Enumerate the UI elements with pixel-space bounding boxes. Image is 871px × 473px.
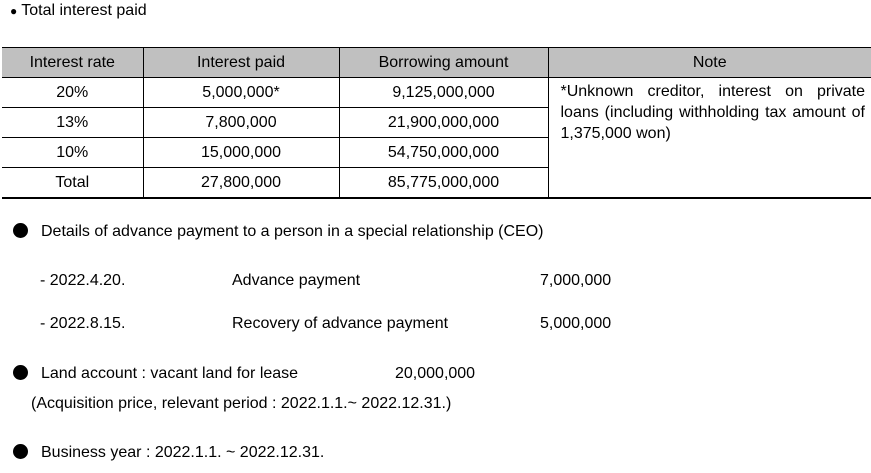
cell-paid: 27,800,000 [142, 167, 339, 199]
cell-rate: 13% [2, 107, 143, 138]
column-header-paid: Interest paid [142, 47, 339, 78]
bullet-icon [13, 223, 28, 238]
note-cell: *Unknown creditor, interest on private l… [547, 77, 871, 199]
bullet-icon [13, 365, 28, 380]
land-heading: Land account : vacant land for lease [13, 365, 298, 383]
advance-amount-2: 5,000,000 [540, 315, 612, 332]
cell-rate: Total [2, 167, 143, 199]
land-amount: 20,000,000 [395, 365, 476, 382]
advance-label-1: Advance payment [232, 272, 361, 289]
advance-date-1: - 2022.4.20. [40, 272, 126, 289]
interest-table: Interest rate Interest paid Borrowing am… [2, 47, 871, 199]
business-year-text: Business year : 2022.1.1. ~ 2022.12.31. [41, 444, 325, 461]
land-title: Land account : vacant land for lease [41, 365, 299, 382]
advance-label-2: Recovery of advance payment [232, 315, 449, 332]
section-title-interest: ● Total interest paid [10, 2, 147, 20]
cell-paid: 15,000,000 [142, 137, 339, 168]
table-header-row: Interest rate Interest paid Borrowing am… [2, 47, 871, 78]
table-row: 10% 15,000,000 54,750,000,000 [2, 137, 871, 168]
cell-amount: 85,775,000,000 [338, 167, 548, 199]
advance-heading: Details of advance payment to a person i… [13, 223, 543, 241]
column-header-amount: Borrowing amount [338, 47, 548, 78]
table-row-total: Total 27,800,000 85,775,000,000 [2, 167, 871, 199]
cell-rate: 10% [2, 137, 143, 168]
cell-paid: 7,800,000 [142, 107, 339, 138]
cell-rate: 20% [56, 83, 89, 101]
cell-paid: 5,000,000* [142, 77, 339, 108]
table-row: 13% 7,800,000 21,900,000,000 [2, 107, 871, 138]
cell-amount: 9,125,000,000 [338, 77, 548, 108]
cell-amount: 21,900,000,000 [338, 107, 548, 138]
bullet-icon: ● [10, 4, 18, 18]
land-detail: (Acquisition price, relevant period : 20… [31, 395, 452, 412]
column-header-note: Note [547, 47, 871, 78]
advance-date-2: - 2022.8.15. [40, 315, 126, 332]
cell-amount: 54,750,000,000 [338, 137, 548, 168]
table-row: 20% 5,000,000* 9,125,000,000 *Unknown cr… [2, 77, 871, 199]
advance-title: Details of advance payment to a person i… [41, 223, 544, 240]
column-header-rate: Interest rate [2, 47, 143, 78]
bullet-icon [13, 444, 28, 459]
title-text: Total interest paid [21, 2, 147, 19]
business-year-heading: Business year : 2022.1.1. ~ 2022.12.31. [13, 444, 324, 462]
advance-amount-1: 7,000,000 [540, 272, 612, 289]
